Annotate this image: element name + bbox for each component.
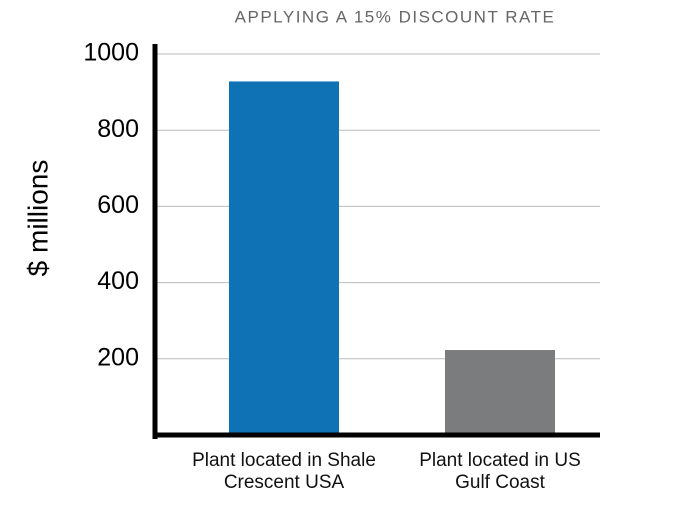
bar bbox=[445, 350, 555, 435]
chart-title: APPLYING A 15% DISCOUNT RATE bbox=[235, 7, 556, 26]
y-tick-label: 1000 bbox=[83, 39, 139, 67]
y-tick-label: 400 bbox=[97, 267, 139, 295]
y-axis-label: $ millions bbox=[22, 160, 53, 277]
y-tick-label: 800 bbox=[97, 115, 139, 143]
y-tick-label: 200 bbox=[97, 343, 139, 371]
y-tick-label: 600 bbox=[97, 191, 139, 219]
x-tick-label: Plant located in Shale Crescent USA bbox=[192, 450, 376, 493]
bar bbox=[229, 81, 339, 435]
x-tick-label: Plant located in US Gulf Coast bbox=[419, 450, 581, 493]
